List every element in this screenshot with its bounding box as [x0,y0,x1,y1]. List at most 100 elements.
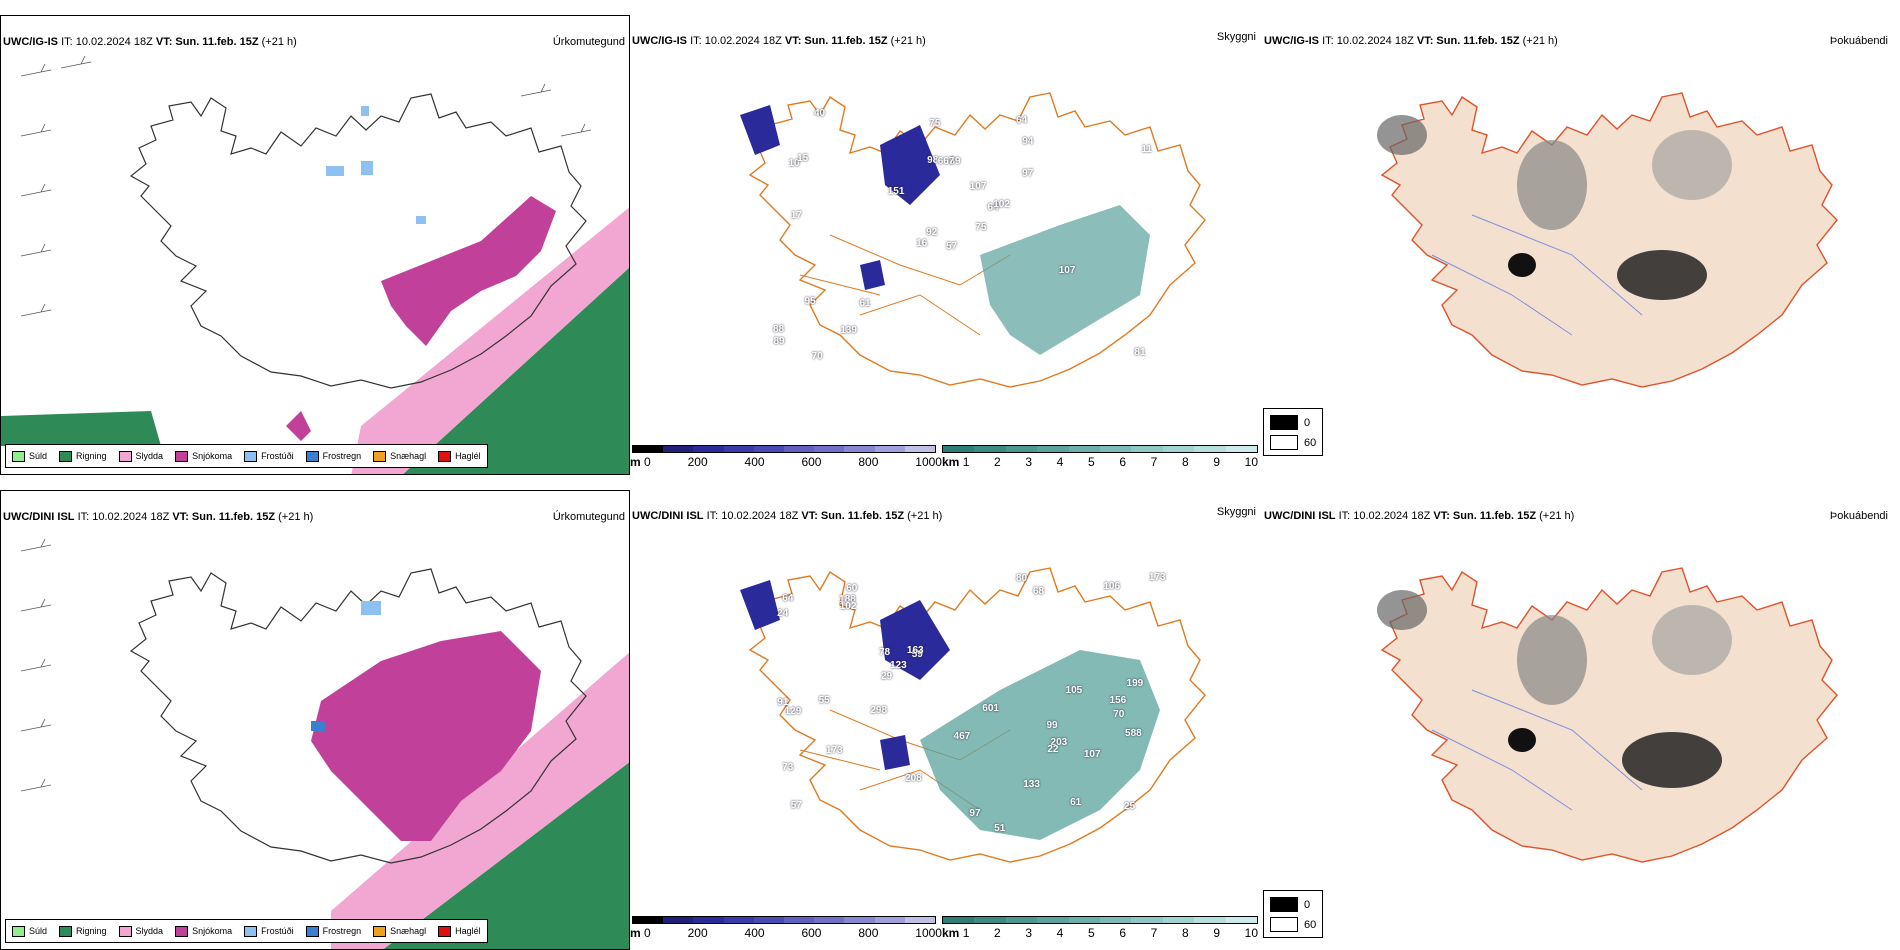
visibility-value-label: 107 [1083,748,1101,760]
visibility-values-igis: 57 10 92 88 64 61 64 89 94 75 40 81 17 11 16 97 70 98 107 9… [630,15,1260,475]
visibility-value-label: 151 [887,186,905,197]
visibility-value-label: 57 [790,800,802,812]
panel-title: UWC/DINI ISL IT: 10.02.2024 18Z VT: Sun.… [3,511,314,523]
visibility-value-label: 70 [811,351,823,363]
iceland-fog-map [1377,92,1838,388]
sleet-area [351,207,629,474]
visibility-value-label: 61 [859,298,871,310]
visibility-value-label: 11 [1141,144,1152,156]
legend-item-freezing-rain: Frostregn [305,450,361,462]
panel-title: UWC/DINI ISL IT: 10.02.2024 18Z VT: Sun.… [632,510,943,522]
panel-title: UWC/IG-IS IT: 10.02.2024 18Z VT: Sun. 11… [1264,35,1558,47]
legend-item-drizzle: Súld [12,925,47,937]
visibility-value-label: 57 [945,240,958,252]
field-name: Úrkomutegund [552,36,625,48]
visibility-value-label: 64 [782,593,794,605]
visibility-value-label: 89 [949,156,961,168]
visibility-value-label: 22 [1047,744,1059,756]
visibility-value-label: 203 [1050,736,1068,748]
visibility-values-dini: 99 70 57 60 59 61 73 68 78 51 24 91 64 25 208 199 467 601… [630,490,1260,950]
fog-key: 0 60 [1263,890,1323,938]
visibility-value-label: 89 [773,335,785,347]
visibility-value-label: 133 [1023,779,1040,791]
sleet-area [331,652,629,949]
low-visibility-area [880,125,940,205]
visibility-value-label: 91 [777,696,789,708]
visibility-value-label: 95 [804,295,816,307]
visibility-value-label: 102 [993,199,1010,211]
legend-item-snow: Snjókoma [175,925,232,937]
visibility-value-label: 163 [906,645,924,657]
precip-type-map-igis: UWC/IG-IS IT: 10.02.2024 18Z VT: Sun. 11… [0,15,630,475]
visibility-value-label: 15 [797,153,809,165]
iceland-fog-map [1377,567,1838,863]
legend-item-sleet: Slydda [118,925,163,937]
field-name: Þokuábendi [1829,35,1888,47]
iceland-precip-map [1,55,629,474]
wind-barbs [20,538,52,792]
visibility-value-label: 29 [881,670,893,682]
iceland-visibility-map [740,92,1206,388]
visibility-value-label: 129 [784,705,802,717]
visibility-value-label: 97 [1022,168,1034,179]
visibility-value-label: 667 [937,156,955,168]
visibility-value-label: 298 [870,705,888,717]
visibility-value-label: 16 [916,238,928,250]
visibility-map-dini: UWC/DINI ISL IT: 10.02.2024 18Z VT: Sun.… [630,490,1260,950]
visibility-value-label: 199 [1126,678,1144,690]
visibility-value-label: 75 [929,118,941,130]
visibility-value-label: 10 [788,158,800,170]
legend-item-hail: Haglél [438,450,481,462]
snow-area [311,631,541,841]
visibility-scale-km [942,916,1258,924]
legend-item-freezing-drizzle: Frostúði [244,925,294,937]
visibility-value-label: 99 [1046,719,1058,731]
precip-legend: Súld Rigning Slydda Snjókoma Frostúði Fr… [5,919,488,943]
visibility-value-label: 40 [814,108,826,120]
visibility-value-label: 188 [839,593,856,605]
visibility-value-label: 64 [1016,114,1028,126]
precip-legend: Súld Rigning Slydda Snjókoma Frostúði Fr… [5,444,488,468]
visibility-value-label: 61 [1070,797,1082,809]
visibility-value-label: 51 [994,823,1006,835]
visibility-value-label: 70 [1113,708,1125,720]
visibility-value-label: 123 [889,660,907,672]
rain-area-sw [1,411,161,446]
iceland-precip-map [20,538,629,949]
wind-barbs [20,55,592,317]
fog-core [1508,728,1536,752]
visibility-value-label: 25 [1123,800,1136,812]
panel-title: UWC/IG-IS IT: 10.02.2024 18Z VT: Sun. 11… [3,36,297,48]
legend-item-rain: Rigning [59,925,107,937]
visibility-map-igis: UWC/IG-IS IT: 10.02.2024 18Z VT: Sun. 11… [630,15,1260,475]
visibility-value-label: 94 [1022,136,1034,148]
visibility-value-label: 105 [1065,685,1083,697]
visibility-value-label: 107 [969,180,987,192]
legend-item-hail: Haglél [438,925,481,937]
reduced-visibility-area [980,205,1150,355]
legend-item-snow-pellets: Snæhagl [373,450,426,462]
fog-key: 0 60 [1263,408,1323,456]
legend-item-drizzle: Súld [12,450,47,462]
visibility-value-label: 92 [926,226,938,238]
visibility-value-label: 60 [846,583,858,595]
low-visibility-area [880,600,950,680]
iceland-visibility-map [740,567,1206,863]
reduced-visibility-area [920,650,1160,840]
visibility-value-label: 80 [1015,572,1028,584]
visibility-value-label: 601 [982,702,999,714]
visibility-value-label: 208 [905,773,922,785]
fog-index-map-dini: UWC/DINI ISL IT: 10.02.2024 18Z VT: Sun.… [1262,490,1892,950]
visibility-value-label: 81 [1134,347,1146,359]
visibility-value-label: 78 [878,647,891,659]
visibility-value-label: 68 [1033,586,1045,598]
legend-item-snow: Snjókoma [175,450,232,462]
visibility-ticks-m: m 0 200 400 600 800 1000 [630,455,942,469]
visibility-value-label: 139 [840,324,857,336]
visibility-value-label: 24 [777,607,789,619]
panel-title: UWC/IG-IS IT: 10.02.2024 18Z VT: Sun. 11… [632,35,926,47]
visibility-value-label: 98 [927,155,939,167]
visibility-value-label: 88 [772,323,785,335]
visibility-value-label: 17 [790,210,802,222]
legend-item-freezing-drizzle: Frostúði [244,450,294,462]
